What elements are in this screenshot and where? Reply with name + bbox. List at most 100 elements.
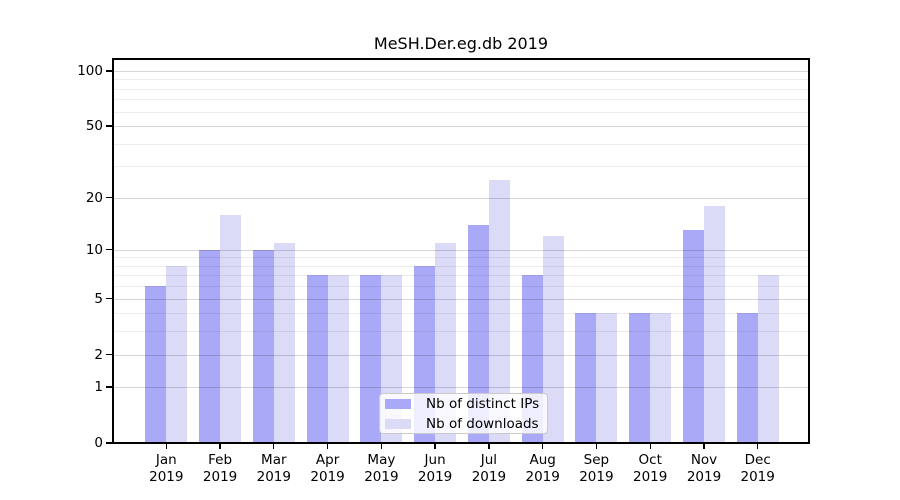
gridline-major [113,387,809,389]
y-tick-label: 1 [94,379,103,396]
x-tick-label-year: 2019 [579,469,614,485]
x-tick-label: Jul 2019 [459,452,519,487]
x-tick [488,443,490,449]
x-tick [542,443,544,449]
gridline-minor [113,313,809,315]
bar-downloads-sep [596,313,618,443]
bar-distinct-ips-oct [629,313,651,443]
x-tick-label-year: 2019 [471,469,507,485]
x-tick [434,443,436,449]
x-tick-label-year: 2019 [310,469,345,485]
x-tick [703,443,705,449]
x-tick-label-year: 2019 [149,469,184,485]
x-tick-label-month: Sep [583,451,610,468]
bar-downloads-dec [757,275,779,443]
y-tick-label: 10 [85,241,103,258]
plot-area [113,59,809,443]
bar-distinct-ips-sep [575,313,597,443]
bar-downloads-jul [488,180,510,443]
x-tick [380,443,383,449]
x-tick-label-year: 2019 [417,469,453,485]
gridline-minor [113,257,809,259]
bar-downloads-jan [166,265,188,443]
x-tick [595,443,598,449]
legend-swatch-distinct-ips [385,398,411,409]
bar-downloads-feb [220,214,242,443]
legend-label-downloads: Nb of downloads [426,415,539,432]
bar-downloads-aug [542,236,564,443]
x-tick-label: Jun 2019 [405,452,465,487]
y-tick-label: 0 [94,435,103,451]
x-axis-line [112,442,810,445]
x-tick-label: Apr 2019 [298,452,358,487]
bar-distinct-ips-feb [199,249,221,443]
x-tick [326,443,329,449]
x-tick-label-year: 2019 [256,469,291,485]
y-axis-line [112,58,114,445]
x-tick-label-year: 2019 [525,469,560,485]
x-tick-label-year: 2019 [633,469,668,485]
x-tick-label-month: Jan [155,451,177,468]
gridline-major [113,126,809,128]
x-tick-label: Nov 2019 [674,452,734,487]
spine-top [112,58,810,60]
spine-right [808,58,810,445]
x-tick-label-month: Feb [208,451,233,468]
legend-label-distinct-ips: Nb of distinct IPs [426,395,540,412]
x-tick [219,443,221,449]
x-tick-label-month: Apr [315,451,340,468]
x-tick [757,443,759,449]
bar-downloads-jun [435,242,457,443]
y-tick [105,249,113,251]
gridline-major [113,298,809,300]
gridline-minor [113,88,809,90]
legend-item-downloads: Nb of downloads [385,416,541,432]
gridline-major [113,354,809,356]
gridline-major [113,249,809,251]
gridline-major [113,71,809,72]
bar-downloads-nov [703,205,725,443]
legend-swatch-downloads [385,418,411,429]
y-tick [105,353,113,356]
x-tick-label-year: 2019 [364,469,399,485]
gridline-minor [113,111,809,113]
bar-distinct-ips-nov [682,230,704,443]
x-tick [649,443,651,449]
bar-distinct-ips-may [360,275,382,443]
y-tick-label: 20 [85,189,103,206]
x-tick-label-month: Jun [424,451,446,468]
gridline-minor [113,286,809,288]
bar-downloads-mar [273,242,295,443]
bar-distinct-ips-apr [306,275,328,443]
gridline-major [113,197,809,199]
x-tick-label-month: Dec [744,451,771,468]
x-tick-label: Feb 2019 [190,452,250,487]
x-tick [273,443,275,449]
bar-distinct-ips-dec [736,313,758,443]
y-tick-label: 100 [77,63,103,79]
gridline-minor [113,99,809,101]
x-tick-label: Sep 2019 [566,452,626,487]
x-tick-label-month: Oct [638,451,662,468]
bar-downloads-apr [327,275,349,443]
y-tick [105,70,113,72]
x-tick-label: Dec 2019 [728,452,788,487]
legend-item-distinct-ips: Nb of distinct IPs [385,396,541,412]
y-tick [105,442,113,444]
x-tick-label-month: Mar [261,451,287,468]
y-tick [105,386,113,388]
x-tick-label-year: 2019 [740,469,775,485]
x-tick-label-month: May [367,451,396,468]
y-tick [105,196,113,199]
y-tick-label: 5 [94,290,103,307]
x-tick-label: Mar 2019 [244,452,304,487]
gridline-minor [113,166,809,168]
x-tick-label-year: 2019 [202,469,238,485]
x-tick-label: May 2019 [351,452,411,487]
y-tick-label: 2 [94,346,103,363]
bar-downloads-oct [650,313,672,443]
gridline-minor [113,143,809,145]
x-tick-label-month: Aug [529,451,556,468]
gridline-minor [113,331,809,333]
